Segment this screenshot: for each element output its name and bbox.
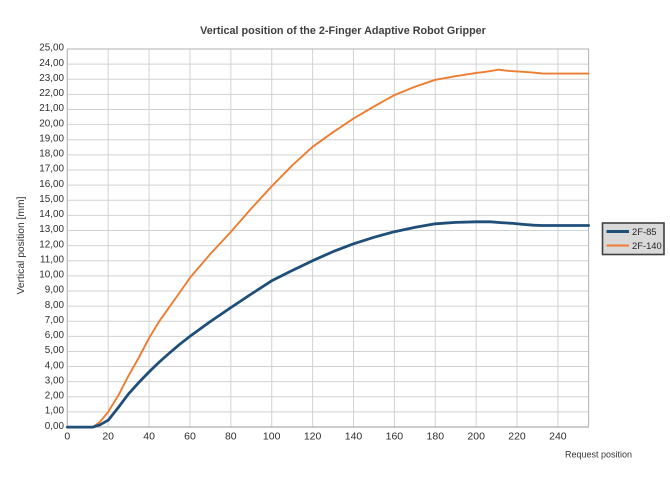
svg-text:24,00: 24,00 — [39, 58, 64, 69]
svg-text:15,00: 15,00 — [39, 194, 64, 205]
svg-text:18,00: 18,00 — [39, 149, 64, 160]
svg-text:22,00: 22,00 — [39, 88, 64, 99]
svg-text:Vertical position of the 2-Fin: Vertical position of the 2-Finger Adapti… — [200, 25, 487, 37]
svg-text:5,00: 5,00 — [45, 345, 65, 356]
svg-text:14,00: 14,00 — [39, 209, 64, 220]
svg-text:17,00: 17,00 — [39, 164, 64, 175]
svg-text:100: 100 — [263, 431, 281, 443]
svg-text:4,00: 4,00 — [45, 360, 65, 371]
svg-text:7,00: 7,00 — [45, 315, 65, 326]
svg-text:16,00: 16,00 — [39, 179, 64, 190]
svg-text:220: 220 — [508, 431, 526, 443]
svg-text:40: 40 — [143, 431, 155, 443]
svg-text:3,00: 3,00 — [45, 375, 65, 386]
svg-text:140: 140 — [345, 431, 363, 443]
svg-text:20: 20 — [102, 431, 114, 443]
svg-text:9,00: 9,00 — [45, 285, 65, 296]
svg-text:160: 160 — [386, 431, 404, 443]
svg-text:0,00: 0,00 — [45, 421, 65, 432]
svg-text:2,00: 2,00 — [45, 391, 65, 402]
svg-text:23,00: 23,00 — [39, 73, 64, 84]
svg-text:1,00: 1,00 — [45, 406, 65, 417]
svg-text:180: 180 — [427, 431, 445, 443]
svg-text:6,00: 6,00 — [45, 330, 65, 341]
svg-text:240: 240 — [549, 431, 567, 443]
svg-text:Vertical position [mm]: Vertical position [mm] — [16, 196, 27, 294]
svg-text:11,00: 11,00 — [40, 254, 64, 265]
svg-text:10,00: 10,00 — [39, 270, 64, 281]
svg-text:60: 60 — [184, 431, 196, 443]
svg-text:21,00: 21,00 — [39, 103, 64, 114]
svg-text:0: 0 — [64, 431, 70, 443]
svg-text:25,00: 25,00 — [39, 43, 64, 54]
svg-text:2F-140: 2F-140 — [632, 240, 662, 251]
svg-text:8,00: 8,00 — [45, 300, 65, 311]
svg-text:20,00: 20,00 — [39, 118, 64, 129]
svg-text:120: 120 — [304, 431, 322, 443]
svg-text:12,00: 12,00 — [39, 239, 64, 250]
svg-text:19,00: 19,00 — [39, 133, 64, 144]
svg-text:200: 200 — [467, 431, 485, 443]
svg-text:13,00: 13,00 — [39, 224, 64, 235]
svg-text:2F-85: 2F-85 — [632, 226, 657, 237]
svg-text:80: 80 — [225, 431, 237, 443]
svg-text:Request position: Request position — [565, 450, 632, 460]
